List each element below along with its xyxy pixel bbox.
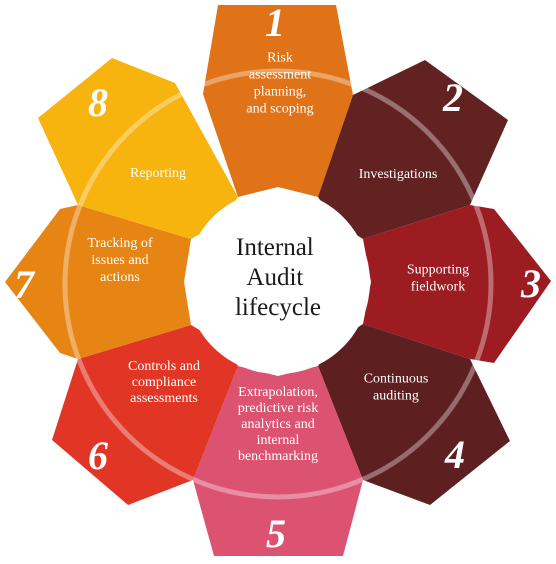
segment-4-shape	[318, 324, 510, 505]
segment-3-shape	[363, 205, 551, 363]
segment-8-number: 8	[88, 80, 108, 125]
segment-label-line: actions	[100, 270, 140, 285]
segment-label-line: auditing	[373, 389, 419, 404]
center-title-line: Audit	[246, 264, 303, 291]
segment-label-line: predictive risk	[238, 401, 318, 416]
segment-label-line: assessments	[130, 391, 198, 406]
segment-label-line: Reporting	[130, 166, 186, 181]
segment-2-label: Investigations	[359, 167, 438, 182]
segment-8-shape	[38, 58, 238, 239]
segment-7-label: Tracking of issues and actions	[87, 236, 153, 285]
segment-label-line: Risk	[267, 51, 293, 66]
segment-4-label: Continuous auditing	[364, 372, 429, 404]
segment-label-line: Controls and	[128, 359, 200, 374]
segment-2-number: 2	[442, 75, 463, 120]
segment-label-line: planning,	[254, 85, 307, 100]
segment-5-shape	[193, 366, 363, 556]
segment-5-number: 5	[266, 511, 286, 556]
segment-1-number: 1	[265, 0, 285, 45]
segments-layer	[5, 5, 551, 556]
segment-6-shape	[52, 325, 238, 505]
segment-6-label: Controls and compliance assessments	[128, 359, 200, 406]
segment-1-shape	[203, 5, 353, 197]
segment-8-label: Reporting	[130, 166, 186, 181]
segment-label-line: benchmarking	[238, 449, 318, 464]
segment-2-shape	[318, 60, 508, 239]
segment-7-number: 7	[14, 262, 36, 307]
labels-layer: Risk assessment planning, and scoping 1 Inves…	[14, 0, 541, 556]
segment-label-line: Tracking of	[87, 236, 153, 251]
segment-3-number: 3	[520, 261, 541, 306]
segment-label-line: Investigations	[359, 167, 438, 182]
center-title-line: Internal	[236, 234, 314, 261]
segment-3-label: Supporting fieldwork	[407, 263, 469, 295]
segment-label-line: issues and	[91, 253, 148, 268]
segment-label-line: fieldwork	[411, 280, 465, 295]
segment-label-line: analytics and	[241, 417, 314, 432]
center-circle	[186, 190, 370, 374]
segment-label-line: Supporting	[407, 263, 469, 278]
segment-1-label: Risk assessment planning, and scoping	[246, 51, 313, 117]
segment-6-number: 6	[88, 433, 108, 478]
segment-label-line: compliance	[132, 375, 197, 390]
segment-label-line: internal	[257, 433, 300, 448]
segment-5-label: Extrapolation, predictive risk analytics a…	[238, 385, 318, 464]
segment-label-line: and scoping	[246, 102, 313, 117]
segment-4-number: 4	[444, 432, 465, 477]
segment-label-line: Continuous	[364, 372, 429, 387]
center-title-line: lifecycle	[235, 294, 321, 321]
segment-label-line: assessment	[249, 68, 311, 83]
center-title: Internal Audit lifecycle	[235, 234, 321, 321]
segment-label-line: Extrapolation,	[238, 385, 318, 400]
segment-7-shape	[5, 205, 191, 359]
separator-ring	[62, 68, 494, 500]
